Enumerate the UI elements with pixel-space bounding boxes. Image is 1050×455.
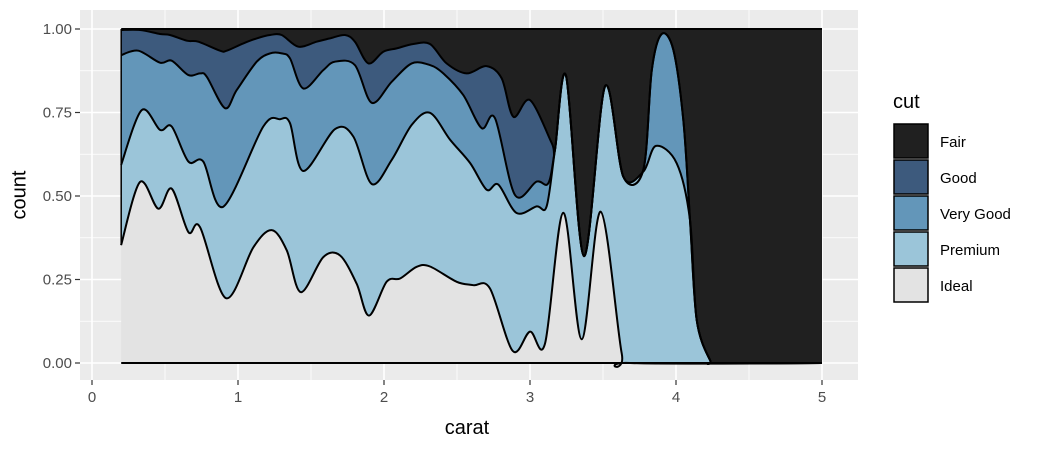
- legend-label: Good: [940, 170, 977, 187]
- x-axis: 0 1 2 3 4 5: [88, 380, 826, 406]
- outline-ideal: [120, 180, 823, 368]
- legend: cut Fair Good Very Good Premium Ideal: [893, 91, 1011, 303]
- areas: [120, 27, 823, 368]
- y-tick-label: 0.75: [43, 105, 72, 122]
- x-tick-label: 5: [818, 389, 826, 406]
- x-tick-label: 0: [88, 389, 96, 406]
- x-tick-label: 1: [234, 389, 242, 406]
- area-premium: [121, 73, 823, 367]
- legend-key-fair: [893, 123, 929, 159]
- area-good: [121, 29, 823, 364]
- outline-very-good: [120, 32, 823, 365]
- y-axis-title: count: [8, 170, 30, 219]
- x-tick-label: 4: [672, 389, 680, 406]
- legend-key-premium: [893, 231, 929, 267]
- legend-key-good: [893, 159, 929, 195]
- legend-label: Very Good: [940, 206, 1011, 223]
- area-very-good: [121, 33, 823, 364]
- y-tick-label: 1.00: [43, 21, 72, 38]
- area-ideal: [121, 181, 823, 367]
- area-fair: [121, 29, 823, 364]
- x-axis-title: carat: [445, 417, 490, 439]
- outline-premium: [120, 72, 823, 365]
- x-tick-label: 3: [526, 389, 534, 406]
- legend-label: Premium: [940, 242, 1000, 259]
- y-axis: 0.00 0.25 0.50 0.75 1.00: [43, 21, 80, 372]
- legend-key-ideal: [893, 267, 929, 303]
- legend-label: Ideal: [940, 278, 973, 295]
- x-tick-label: 2: [380, 389, 388, 406]
- legend-label: Fair: [940, 134, 966, 151]
- legend-key-very-good: [893, 195, 929, 231]
- y-tick-label: 0.25: [43, 272, 72, 289]
- legend-title: cut: [893, 91, 920, 113]
- y-tick-label: 0.50: [43, 188, 72, 205]
- y-tick-label: 0.00: [43, 355, 72, 372]
